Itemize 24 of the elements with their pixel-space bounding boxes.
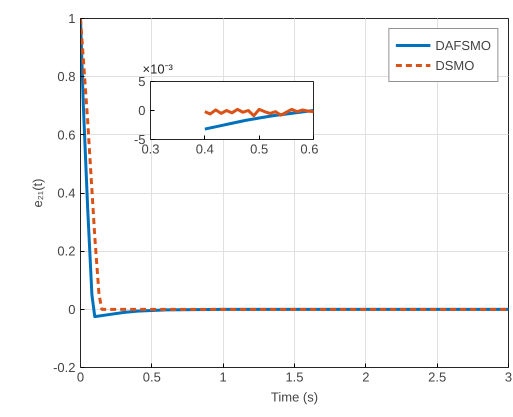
y-tick-label: 0 — [68, 302, 76, 317]
x-tick-label: 0.5 — [250, 142, 268, 156]
x-tick-label: 3 — [504, 370, 512, 384]
y-axis-title: e₂₁(t) — [30, 178, 46, 208]
y-tick-label: 0.2 — [57, 244, 76, 259]
x-tick-label: 2 — [362, 370, 370, 384]
x-tick-label: 2.5 — [428, 370, 446, 384]
x-tick-label: 1 — [220, 370, 227, 384]
y-tick-label: 0 — [138, 103, 146, 118]
x-tick-label: 1.5 — [285, 370, 304, 384]
y-tick-label: 0.6 — [57, 127, 76, 142]
y-tick-label: 5 — [138, 74, 146, 89]
legend-label: DAFSMO — [435, 38, 491, 52]
x-tick-label: 0.4 — [196, 142, 214, 156]
y-tick-label: 0.4 — [57, 186, 76, 200]
x-axis-title: Time (s) — [270, 390, 318, 404]
y-tick-label: -0.2 — [53, 360, 76, 375]
line-series — [203, 108, 314, 118]
x-tick-label: 0.6 — [300, 142, 319, 156]
y-tick-label: 1 — [68, 11, 76, 26]
x-tick-label: 0.5 — [142, 370, 161, 384]
y-tick-label: 0.8 — [57, 69, 76, 84]
annotation: ×10⁻³ — [142, 62, 174, 76]
legend-label: DSMO — [435, 58, 474, 72]
